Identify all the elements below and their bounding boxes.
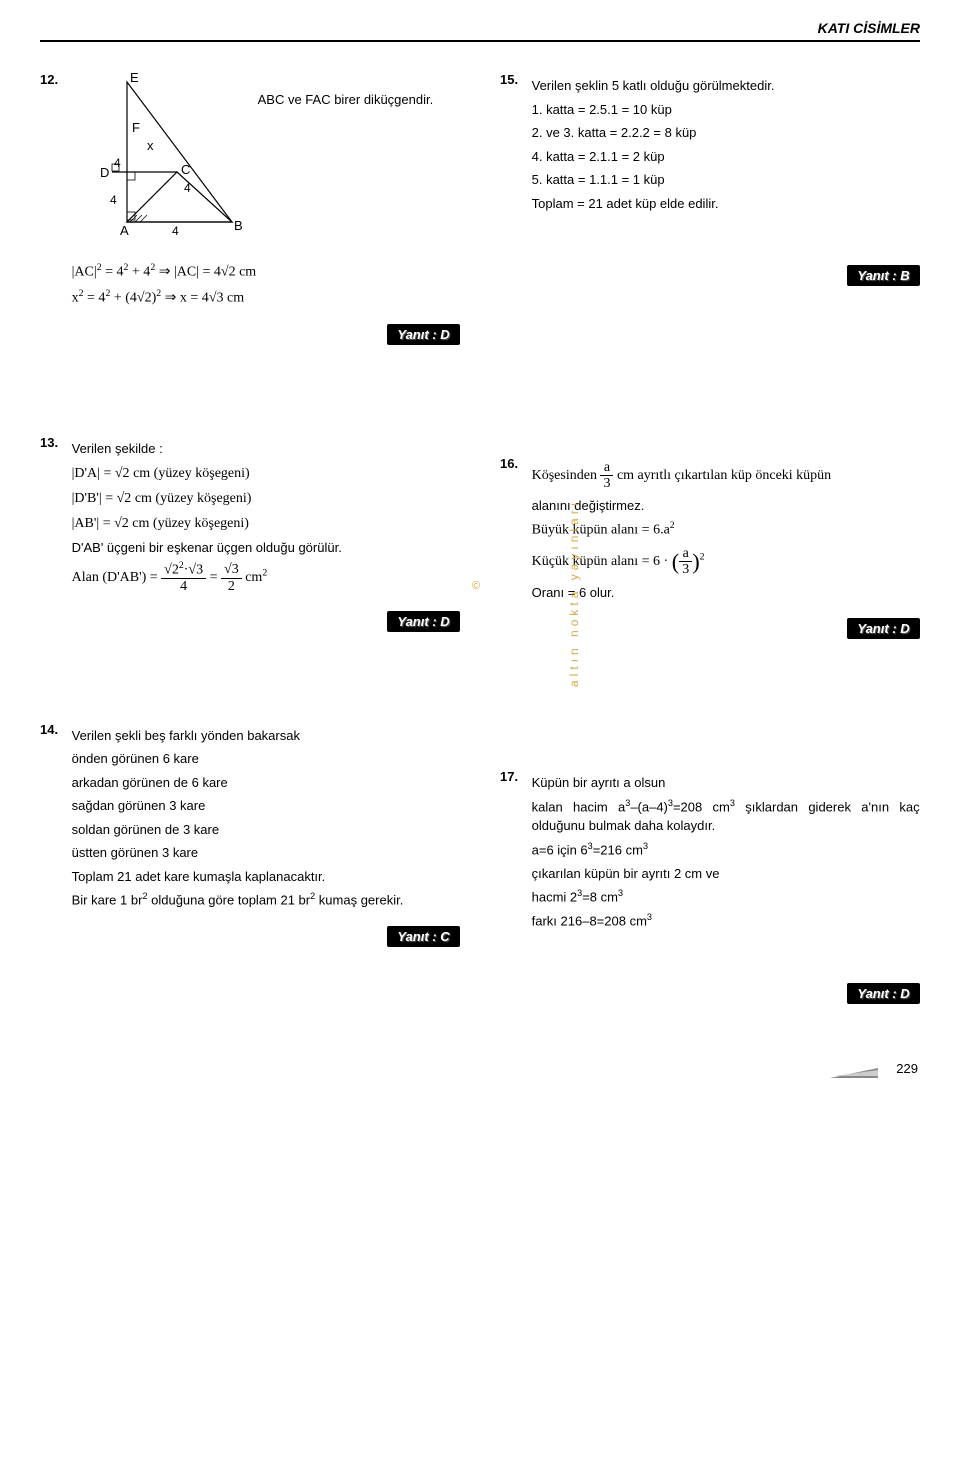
problem-14: 14. Verilen şekli beş farklı yönden baka… [40, 722, 460, 947]
q13-l3: |D'B'| = √2 cm (yüzey köşegeni) [72, 488, 460, 509]
answer-badge: Yanıt : B [847, 265, 919, 286]
problem-body: E F x D C A B 4 4 4 4 [72, 72, 460, 345]
answer-badge: Yanıt : C [387, 926, 459, 947]
label-C: C [181, 162, 190, 177]
answer-badge: Yanıt : D [387, 611, 459, 632]
problem-body: Küpün bir ayrıtı a olsun kalan hacim a3–… [532, 769, 920, 1004]
problem-17: 17. Küpün bir ayrıtı a olsun kalan hacim… [500, 769, 920, 1004]
label-4b: 4 [110, 193, 117, 207]
q16-l2: alanını değiştirmez. [532, 496, 920, 516]
q16-l4: Küçük küpün alanı = 6 · (a3)2 [532, 545, 920, 579]
page-header: KATI CİSİMLER [40, 20, 920, 42]
label-D: D [100, 165, 109, 180]
publisher-label: altın nokta yayınları [567, 499, 581, 687]
q12-eq1: |AC|2 = 42 + 42 ⇒ |AC| = 4√2 cm [72, 261, 460, 283]
q13-l4: |AB'| = √2 cm (yüzey köşegeni) [72, 513, 460, 534]
problem-number: 17. [500, 769, 528, 784]
problem-12: 12. [40, 72, 460, 345]
q14-l3: arkadan görünen de 6 kare [72, 773, 460, 793]
q17-l1: Küpün bir ayrıtı a olsun [532, 773, 920, 793]
problem-body: Verilen şekli beş farklı yönden bakarsak… [72, 722, 460, 947]
label-B: B [234, 218, 242, 233]
label-E: E [130, 72, 139, 85]
label-x: x [147, 138, 154, 153]
problem-16: 16. Köşesinden a3 cm ayrıtlı çıkartılan … [500, 456, 920, 639]
problem-13: 13. Verilen şekilde : |D'A| = √2 cm (yüz… [40, 435, 460, 631]
triangle-figure: E F x D C A B 4 4 4 4 [82, 72, 242, 245]
label-4a: 4 [114, 156, 121, 170]
q15-l4: 4. katta = 2.1.1 = 2 küp [532, 147, 920, 167]
q12-description: ABC ve FAC birer diküçgendir. [258, 72, 434, 107]
problem-15: 15. Verilen şeklin 5 katlı olduğu görülm… [500, 72, 920, 286]
answer-badge: Yanıt : D [387, 324, 459, 345]
q14-l5: soldan görünen de 3 kare [72, 820, 460, 840]
q14-l4: sağdan görünen 3 kare [72, 796, 460, 816]
problem-number: 14. [40, 722, 68, 737]
q14-l8: Bir kare 1 br2 olduğuna göre toplam 21 b… [72, 890, 460, 910]
q13-l2: |D'A| = √2 cm (yüzey köşegeni) [72, 463, 460, 484]
q15-l1: Verilen şeklin 5 katlı olduğu görülmekte… [532, 76, 920, 96]
q17-l3: a=6 için 63=216 cm3 [532, 840, 920, 860]
q13-l6: Alan (D'AB') = √22·√3 4 = √3 2 cm2 [72, 561, 460, 594]
q14-l1: Verilen şekli beş farklı yönden bakarsak [72, 726, 460, 746]
q16-l3: Büyük küpün alanı = 6.a2 [532, 519, 920, 541]
q17-l6: farkı 216–8=208 cm3 [532, 911, 920, 931]
q14-l7: Toplam 21 adet kare kumaşla kaplanacaktı… [72, 867, 460, 887]
answer-badge: Yanıt : D [847, 983, 919, 1004]
q13-l1: Verilen şekilde : [72, 439, 460, 459]
label-F: F [132, 120, 140, 135]
corner-flourish-icon [830, 1060, 880, 1080]
label-4c: 4 [184, 181, 191, 195]
copyright-icon: © [472, 580, 480, 592]
q12-eq2: x2 = 42 + (4√2)2 ⇒ x = 4√3 cm [72, 287, 460, 309]
q14-l6: üstten görünen 3 kare [72, 843, 460, 863]
problem-number: 16. [500, 456, 528, 471]
problem-body: Köşesinden a3 cm ayrıtlı çıkartılan küp … [532, 456, 920, 639]
label-A: A [120, 223, 129, 238]
section-title: KATI CİSİMLER [818, 20, 920, 36]
page-number: 229 [896, 1061, 918, 1076]
q14-l2: önden görünen 6 kare [72, 749, 460, 769]
q16-l5: Oranı = 6 olur. [532, 583, 920, 603]
label-4d: 4 [172, 224, 179, 238]
q13-l5: D'AB' üçgeni bir eşkenar üçgen olduğu gö… [72, 538, 460, 558]
two-column-layout: 12. [40, 72, 920, 1064]
problem-number: 12. [40, 72, 68, 87]
triangle-svg: E F x D C A B 4 4 4 4 [82, 72, 242, 242]
q16-l1: Köşesinden a3 cm ayrıtlı çıkartılan küp … [532, 460, 920, 492]
problem-number: 13. [40, 435, 68, 450]
q17-l4: çıkarılan küpün bir ayrıtı 2 cm ve [532, 864, 920, 884]
problem-number: 15. [500, 72, 528, 87]
q17-l2: kalan hacim a3–(a–4)3=208 cm3 şıklardan … [532, 797, 920, 836]
q15-l5: 5. katta = 1.1.1 = 1 küp [532, 170, 920, 190]
q15-l3: 2. ve 3. katta = 2.2.2 = 8 küp [532, 123, 920, 143]
right-column: 15. Verilen şeklin 5 katlı olduğu görülm… [500, 72, 920, 1064]
q17-l5: hacmi 23=8 cm3 [532, 887, 920, 907]
problem-body: Verilen şekilde : |D'A| = √2 cm (yüzey k… [72, 435, 460, 631]
q15-l2: 1. katta = 2.5.1 = 10 küp [532, 100, 920, 120]
left-column: 12. [40, 72, 460, 1064]
q15-l6: Toplam = 21 adet küp elde edilir. [532, 194, 920, 214]
problem-body: Verilen şeklin 5 katlı olduğu görülmekte… [532, 72, 920, 286]
page-container: KATI CİSİMLER 12. [0, 0, 960, 1084]
answer-badge: Yanıt : D [847, 618, 919, 639]
